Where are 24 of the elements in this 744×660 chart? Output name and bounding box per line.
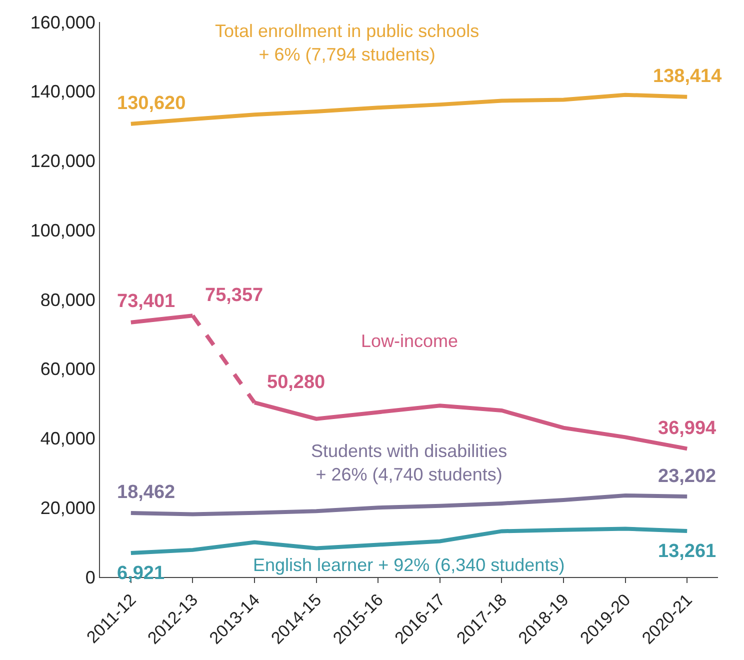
data-label: 23,202 [658, 466, 716, 487]
data-label: 130,620 [117, 93, 186, 114]
text: Students with disabilities [311, 441, 508, 461]
y-tick-label: 140,000 [30, 82, 96, 102]
data-label: 138,414 [653, 66, 722, 87]
data-label: 13,261 [658, 541, 717, 562]
text: English learner + 92% (6,340 students) [253, 555, 565, 575]
y-tick-label: 20,000 [40, 498, 96, 518]
text: Low-income [361, 331, 458, 351]
annotation: + 6% (7,794 students) [258, 44, 436, 64]
data-label: 50,280 [267, 372, 326, 393]
data-label: 73,401 [117, 291, 176, 312]
data-label: 75,357 [205, 285, 264, 306]
y-tick-label: 160,000 [30, 12, 96, 32]
y-tick-label: 0 [85, 567, 96, 588]
data-label: 18,462 [117, 482, 176, 503]
annotation: + 26% (4,740 students) [316, 464, 502, 484]
y-tick-label: 100,000 [30, 220, 96, 240]
text: Total enrollment in public schools [215, 21, 480, 41]
data-label: 36,994 [658, 418, 717, 439]
y-tick-label: 60,000 [40, 359, 96, 380]
y-tick-label: 80,000 [40, 290, 96, 310]
y-tick-label: 120,000 [30, 151, 96, 172]
y-tick-label: 40,000 [40, 428, 96, 449]
